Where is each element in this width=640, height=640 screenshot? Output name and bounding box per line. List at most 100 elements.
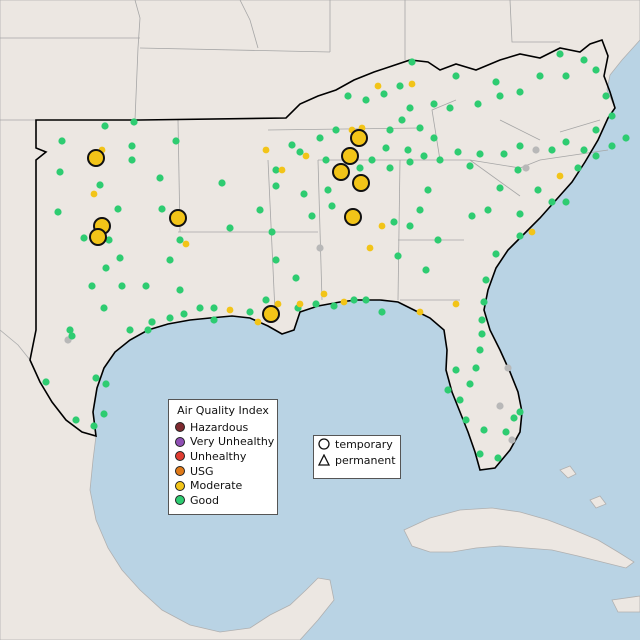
monitor-marker[interactable]: [102, 264, 110, 272]
monitor-marker[interactable]: [562, 72, 570, 80]
monitor-marker[interactable]: [516, 88, 524, 96]
monitor-marker[interactable]: [362, 296, 370, 304]
monitor-marker[interactable]: [341, 147, 359, 165]
monitor-marker[interactable]: [128, 142, 136, 150]
monitor-marker[interactable]: [494, 454, 502, 462]
monitor-marker[interactable]: [416, 206, 424, 214]
monitor-marker[interactable]: [622, 134, 630, 142]
monitor-marker[interactable]: [452, 300, 460, 308]
monitor-marker[interactable]: [476, 346, 484, 354]
monitor-marker[interactable]: [574, 164, 582, 172]
monitor-marker[interactable]: [262, 146, 270, 154]
monitor-marker[interactable]: [580, 56, 588, 64]
monitor-marker[interactable]: [158, 205, 166, 213]
monitor-marker[interactable]: [356, 164, 364, 172]
monitor-marker[interactable]: [468, 212, 476, 220]
monitor-marker[interactable]: [556, 172, 564, 180]
monitor-marker[interactable]: [508, 436, 516, 444]
monitor-marker[interactable]: [278, 166, 286, 174]
monitor-marker[interactable]: [352, 174, 370, 192]
monitor-marker[interactable]: [602, 92, 610, 100]
monitor-marker[interactable]: [394, 252, 402, 260]
monitor-marker[interactable]: [262, 296, 270, 304]
monitor-marker[interactable]: [452, 366, 460, 374]
monitor-marker[interactable]: [562, 198, 570, 206]
monitor-marker[interactable]: [452, 72, 460, 80]
monitor-marker[interactable]: [166, 314, 174, 322]
monitor-marker[interactable]: [105, 236, 113, 244]
monitor-marker[interactable]: [408, 58, 416, 66]
monitor-marker[interactable]: [386, 126, 394, 134]
monitor-marker[interactable]: [396, 82, 404, 90]
monitor-marker[interactable]: [424, 186, 432, 194]
monitor-marker[interactable]: [510, 414, 518, 422]
monitor-marker[interactable]: [100, 304, 108, 312]
monitor-marker[interactable]: [444, 386, 452, 394]
monitor-marker[interactable]: [482, 276, 490, 284]
monitor-marker[interactable]: [292, 274, 300, 282]
monitor-marker[interactable]: [480, 426, 488, 434]
monitor-marker[interactable]: [316, 134, 324, 142]
monitor-marker[interactable]: [516, 232, 524, 240]
monitor-marker[interactable]: [476, 450, 484, 458]
monitor-marker[interactable]: [562, 138, 570, 146]
monitor-marker[interactable]: [592, 126, 600, 134]
monitor-marker[interactable]: [114, 205, 122, 213]
monitor-marker[interactable]: [330, 302, 338, 310]
monitor-marker[interactable]: [68, 332, 76, 340]
monitor-marker[interactable]: [182, 240, 190, 248]
monitor-marker[interactable]: [556, 50, 564, 58]
monitor-marker[interactable]: [87, 149, 105, 167]
monitor-marker[interactable]: [532, 146, 540, 154]
monitor-marker[interactable]: [296, 300, 304, 308]
monitor-marker[interactable]: [210, 304, 218, 312]
monitor-marker[interactable]: [416, 124, 424, 132]
monitor-marker[interactable]: [340, 298, 348, 306]
monitor-marker[interactable]: [548, 198, 556, 206]
monitor-marker[interactable]: [272, 256, 280, 264]
monitor-marker[interactable]: [472, 364, 480, 372]
monitor-marker[interactable]: [320, 290, 328, 298]
monitor-marker[interactable]: [378, 222, 386, 230]
monitor-marker[interactable]: [516, 142, 524, 150]
monitor-marker[interactable]: [592, 152, 600, 160]
monitor-marker[interactable]: [534, 186, 542, 194]
monitor-marker[interactable]: [332, 126, 340, 134]
monitor-marker[interactable]: [92, 374, 100, 382]
monitor-marker[interactable]: [366, 244, 374, 252]
monitor-marker[interactable]: [462, 416, 470, 424]
monitor-marker[interactable]: [130, 118, 138, 126]
monitor-marker[interactable]: [328, 202, 336, 210]
monitor-marker[interactable]: [322, 156, 330, 164]
monitor-marker[interactable]: [408, 80, 416, 88]
monitor-marker[interactable]: [272, 166, 280, 174]
monitor-marker[interactable]: [496, 184, 504, 192]
monitor-marker[interactable]: [378, 308, 386, 316]
monitor-marker[interactable]: [88, 282, 96, 290]
monitor-marker[interactable]: [302, 152, 310, 160]
monitor-marker[interactable]: [246, 308, 254, 316]
monitor-marker[interactable]: [362, 96, 370, 104]
monitor-marker[interactable]: [500, 150, 508, 158]
monitor-marker[interactable]: [344, 208, 362, 226]
monitor-marker[interactable]: [89, 228, 107, 246]
monitor-marker[interactable]: [254, 318, 262, 326]
monitor-marker[interactable]: [476, 150, 484, 158]
monitor-marker[interactable]: [536, 72, 544, 80]
monitor-marker[interactable]: [580, 146, 588, 154]
monitor-marker[interactable]: [324, 186, 332, 194]
monitor-marker[interactable]: [466, 380, 474, 388]
monitor-marker[interactable]: [210, 316, 218, 324]
monitor-marker[interactable]: [102, 380, 110, 388]
monitor-marker[interactable]: [226, 306, 234, 314]
monitor-marker[interactable]: [436, 156, 444, 164]
monitor-marker[interactable]: [148, 318, 156, 326]
monitor-marker[interactable]: [528, 228, 536, 236]
monitor-marker[interactable]: [430, 100, 438, 108]
monitor-marker[interactable]: [398, 116, 406, 124]
monitor-marker[interactable]: [466, 162, 474, 170]
monitor-marker[interactable]: [272, 182, 280, 190]
monitor-marker[interactable]: [434, 236, 442, 244]
monitor-marker[interactable]: [66, 326, 74, 334]
